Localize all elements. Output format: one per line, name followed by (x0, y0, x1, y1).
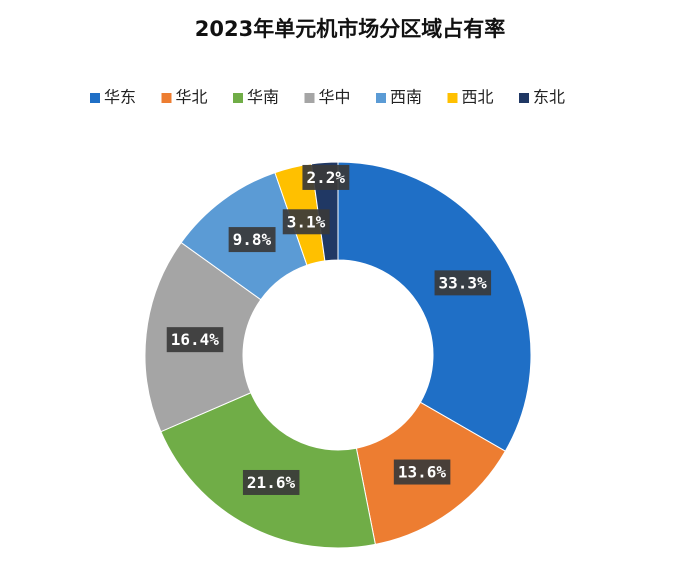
legend-label: 华北 (176, 88, 208, 107)
value-label-group: 21.6% (242, 469, 300, 495)
value-label: 16.4% (171, 330, 220, 349)
value-label-box (393, 459, 451, 485)
value-label-box (166, 327, 224, 353)
legend-label: 东北 (533, 88, 565, 107)
legend-swatch (90, 93, 100, 103)
legend-label: 华南 (247, 88, 279, 107)
value-label-box (434, 270, 492, 296)
legend-swatch (233, 93, 243, 103)
legend-label: 华中 (319, 88, 351, 107)
legend-label: 华东 (104, 88, 136, 107)
value-label-group: 3.1% (282, 209, 330, 235)
value-label: 21.6% (247, 473, 296, 492)
value-label-group: 13.6% (393, 459, 451, 485)
value-label-box (228, 227, 276, 253)
legend-swatch (519, 93, 529, 103)
value-label: 13.6% (398, 463, 447, 482)
doughnut-slice (337, 161, 532, 452)
legend-swatch (447, 93, 458, 103)
value-label-group: 2.2% (302, 164, 350, 190)
value-label: 3.1% (287, 212, 326, 231)
legend-label: 西南 (390, 88, 422, 107)
value-label-box (282, 209, 330, 235)
value-label-group: 9.8% (228, 227, 276, 253)
legend-swatch (304, 93, 315, 103)
value-label-group: 16.4% (166, 327, 224, 353)
value-label: 2.2% (306, 168, 345, 187)
value-label-box (242, 469, 300, 495)
legend-swatch (161, 93, 172, 103)
chart-title: 2023年单元机市场分区域占有率 (195, 17, 505, 41)
legend-label: 西北 (462, 88, 494, 107)
value-label: 33.3% (439, 273, 488, 292)
legend-swatch (376, 93, 386, 103)
value-label-group: 33.3% (434, 270, 492, 296)
value-label: 9.8% (233, 230, 272, 249)
value-label-box (302, 164, 350, 190)
